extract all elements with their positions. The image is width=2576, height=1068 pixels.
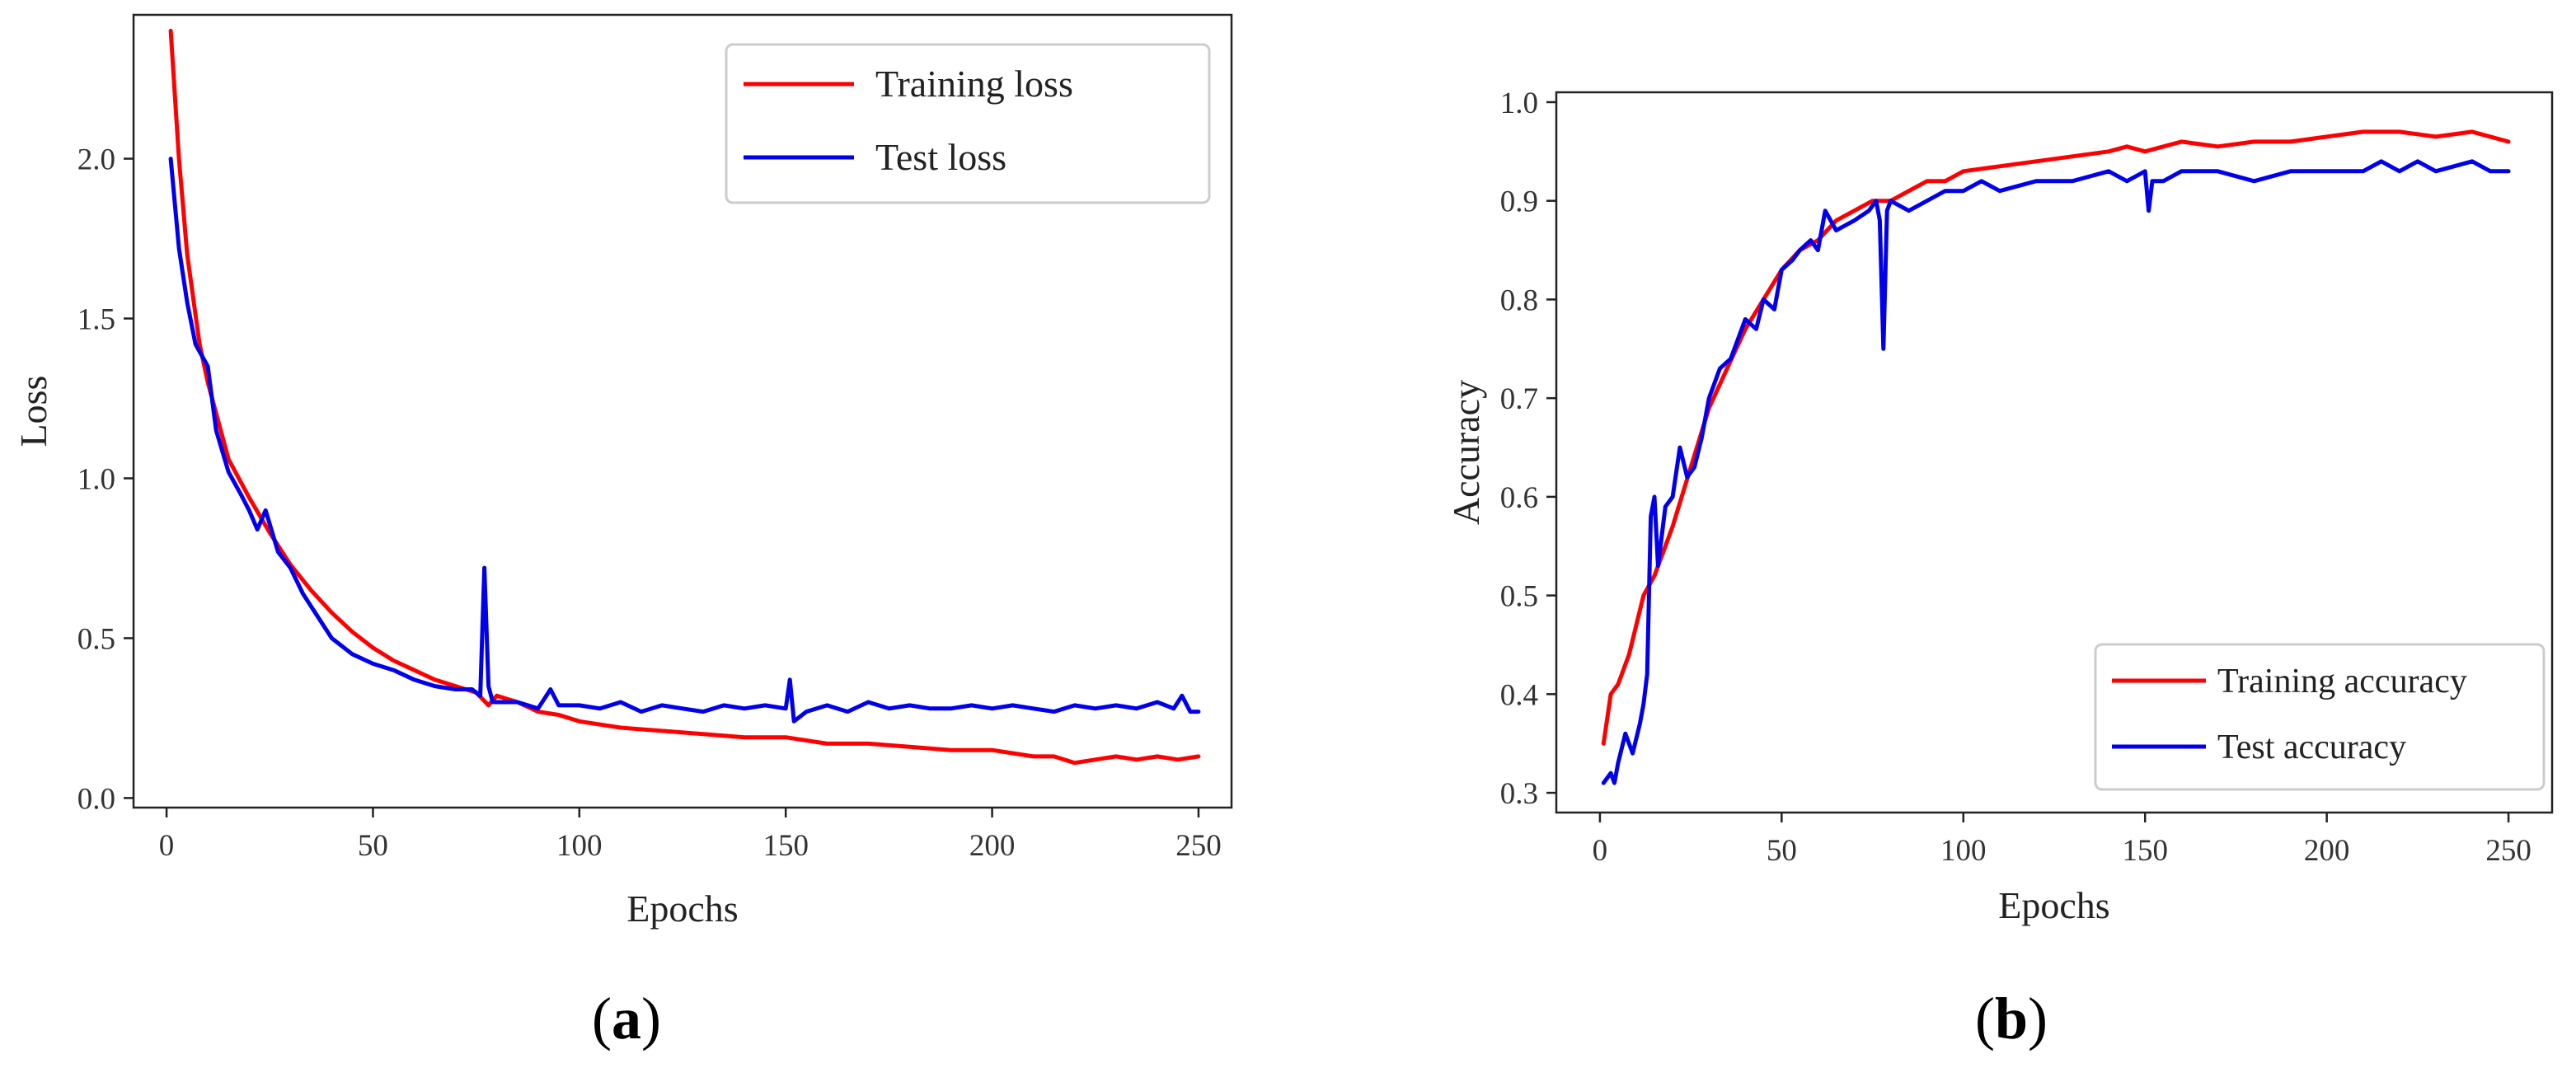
accuracy-chart: 0 50 100 150 200 2500.30.40.50.60.70.80.91.0 … — [1445, 87, 2554, 1052]
loss-axis-ticks: 0 50 100 150 200 250 0.0 0.5 1.0 1.5 2.0 — [77, 143, 1222, 863]
loss-y-axis-label: Loss — [12, 376, 54, 447]
loss-plot-area — [132, 13, 1233, 809]
y-tick-label: 0.4 — [1500, 678, 1538, 712]
loss-chart: 0 50 100 150 200 250 0.0 0.5 1.0 1.5 2.0 Epochs Lo… — [12, 13, 1233, 1052]
x-tick-label: 250 — [1175, 829, 1222, 863]
x-tick-label: 50 — [358, 829, 388, 863]
legend-label-test-accuracy: Test accuracy — [2217, 728, 2406, 766]
y-tick-label: 0.6 — [1500, 481, 1538, 515]
y-tick-label: 1.0 — [77, 462, 115, 496]
x-tick-label: 100 — [556, 829, 603, 863]
panel-label-a: (a) — [592, 986, 661, 1052]
accuracy-legend-box — [2094, 643, 2546, 791]
legend-label-test-loss: Test loss — [875, 136, 1006, 178]
y-tick-label: 1.0 — [1500, 87, 1538, 120]
legend-label-training-accuracy: Training accuracy — [2217, 663, 2467, 700]
accuracy-legend: Training accuracy Test accuracy — [2094, 643, 2546, 791]
y-tick-label: 0.0 — [77, 782, 115, 816]
series-line-training-loss — [168, 28, 1201, 766]
series-line-test-loss — [168, 157, 1201, 724]
x-tick-label: 250 — [2485, 834, 2531, 868]
y-tick-label: 0.5 — [77, 622, 115, 656]
x-tick-label: 0 — [1593, 834, 1608, 868]
legend-label-training-loss: Training loss — [875, 63, 1073, 105]
accuracy-y-axis-label: Accuracy — [1445, 380, 1487, 525]
y-tick-label: 0.5 — [1500, 580, 1538, 614]
accuracy-plot-area — [1555, 91, 2554, 814]
x-tick-label: 150 — [762, 829, 809, 863]
y-tick-label: 1.5 — [77, 303, 115, 337]
accuracy-axis-ticks: 0 50 100 150 200 250 0.3 0.4 0.5 0.6 0.7 0.8 0.9 1.0 — [1500, 87, 2531, 868]
x-tick-label: 150 — [2122, 834, 2168, 868]
x-tick-label: 50 — [1767, 834, 1797, 868]
y-tick-label: 0.3 — [1500, 777, 1538, 811]
accuracy-series-lines — [1601, 129, 2511, 785]
y-tick-label: 0.7 — [1500, 382, 1538, 416]
series-line-training-accuracy — [1601, 129, 2511, 746]
loss-series-lines — [168, 28, 1201, 766]
series-line-test-accuracy — [1601, 159, 2511, 785]
x-tick-label: 100 — [1940, 834, 1987, 868]
y-tick-label: 0.8 — [1500, 283, 1538, 317]
panel-label-b: (b) — [1975, 986, 2048, 1052]
y-tick-label: 2.0 — [77, 143, 115, 177]
x-tick-label: 200 — [2304, 834, 2350, 868]
x-tick-label: 200 — [969, 829, 1016, 863]
x-tick-label: 0 — [159, 829, 175, 863]
y-tick-label: 0.9 — [1500, 185, 1538, 219]
accuracy-x-axis-label: Epochs — [1998, 884, 2109, 926]
loss-legend: Training loss Test loss — [725, 43, 1211, 204]
loss-x-axis-label: Epochs — [626, 888, 738, 930]
